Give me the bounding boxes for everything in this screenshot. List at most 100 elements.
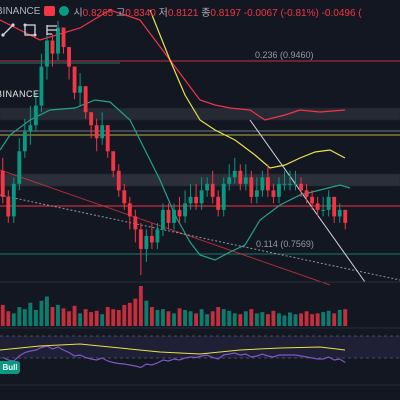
volume-bar xyxy=(111,309,116,326)
volume-bar xyxy=(100,314,105,326)
candle-body xyxy=(177,209,182,217)
candle-body xyxy=(321,209,326,211)
volume-bar xyxy=(188,311,193,326)
candle-body xyxy=(89,112,94,126)
bollinger-lower-band xyxy=(0,99,351,261)
exchange-watermark: BINANCE xyxy=(0,89,40,99)
volume-bar xyxy=(337,310,342,326)
candle-body xyxy=(277,183,281,197)
volume-bar xyxy=(194,313,199,326)
volume-bar xyxy=(166,311,171,326)
volume-bar xyxy=(277,313,281,326)
candle-body xyxy=(155,229,160,243)
volume-bar xyxy=(6,311,11,326)
candle-body xyxy=(199,190,204,204)
candle-body xyxy=(288,183,292,185)
volume-bar xyxy=(343,309,348,326)
candle-body xyxy=(166,209,171,223)
volume-bar xyxy=(282,315,287,326)
volume-bar xyxy=(221,309,226,326)
candle-body xyxy=(78,86,83,93)
volume-bar xyxy=(50,307,55,326)
volume-bar xyxy=(105,307,110,326)
volume-bar xyxy=(149,307,154,326)
volume-bar xyxy=(183,310,187,326)
candle-body xyxy=(343,209,348,223)
long-position-icon[interactable] xyxy=(44,22,60,38)
volume-bar xyxy=(155,310,160,326)
candle-body xyxy=(17,151,22,184)
volume-bar xyxy=(254,313,259,326)
long-downtrend-line xyxy=(0,169,331,286)
volume-bar xyxy=(83,309,88,326)
candle-body xyxy=(243,177,248,184)
candle-body xyxy=(315,203,320,210)
candle-body xyxy=(127,203,132,217)
extra-change-value: -0.0496 ( xyxy=(321,7,362,19)
alert-icon[interactable] xyxy=(44,6,56,16)
volume-bar xyxy=(232,313,237,326)
candle-body xyxy=(22,131,27,152)
candle-body xyxy=(100,125,105,139)
candle-body xyxy=(249,177,254,197)
candle-body xyxy=(194,196,199,204)
volume-bar xyxy=(315,313,320,326)
open-key: 시 xyxy=(73,7,83,19)
candle-body xyxy=(133,216,138,230)
volume-bar xyxy=(310,314,315,326)
volume-bar xyxy=(205,314,210,326)
volume-bar xyxy=(61,308,66,326)
candle-body xyxy=(172,209,176,223)
support-zone xyxy=(0,173,400,187)
candle-body xyxy=(188,196,193,204)
volume-bar xyxy=(332,313,337,326)
candle-body xyxy=(271,190,276,197)
candle-body xyxy=(254,190,259,197)
volume-bar xyxy=(116,310,121,326)
candle-body xyxy=(11,183,16,217)
candle-body xyxy=(238,170,243,184)
volume-bar xyxy=(299,313,303,326)
volume-bar xyxy=(260,312,265,326)
market-status-icon xyxy=(59,6,70,16)
candle-body xyxy=(138,229,143,249)
volume-bar xyxy=(238,314,243,326)
volume-bar xyxy=(326,310,331,326)
volume-bar xyxy=(265,314,270,326)
candle-body xyxy=(293,183,298,185)
candle-body xyxy=(216,196,221,210)
volume-bar xyxy=(304,311,309,326)
volume-bar xyxy=(89,312,94,326)
candle-body xyxy=(183,203,187,217)
candle-body xyxy=(116,170,121,191)
bollinger-upper-band xyxy=(0,9,346,121)
trend-line-icon[interactable] xyxy=(0,22,16,38)
candle-body xyxy=(0,170,5,197)
candle-body xyxy=(61,27,66,48)
candle-body xyxy=(221,183,226,210)
volume-bar xyxy=(45,296,49,326)
volume-bar xyxy=(288,312,292,326)
volume-bar xyxy=(138,286,143,326)
candle-body xyxy=(232,170,237,178)
volume-bar xyxy=(172,313,176,326)
rectangle-icon[interactable] xyxy=(22,22,38,38)
candle-body xyxy=(144,235,149,249)
high-key: 고 xyxy=(116,7,126,19)
candle-body xyxy=(260,177,265,191)
candle-body xyxy=(111,151,116,171)
volume-bar xyxy=(199,309,204,326)
candle-body xyxy=(83,86,88,113)
open-value: 0.8265 xyxy=(82,7,114,19)
volume-bar xyxy=(293,314,298,326)
exchange-label: BINANCE xyxy=(0,5,41,17)
candle-body xyxy=(67,47,71,67)
volume-bar xyxy=(39,300,44,326)
volume-bar xyxy=(177,308,182,326)
candle-body xyxy=(122,190,127,204)
ohlc-readout: 시0.8265 고0.8340 저0.8121 종0.8197 -0.0067 … xyxy=(73,4,361,19)
volume-bar xyxy=(127,302,132,326)
volume-bar xyxy=(133,298,138,326)
change-value: -0.0067 (-0.81%) xyxy=(243,7,319,19)
